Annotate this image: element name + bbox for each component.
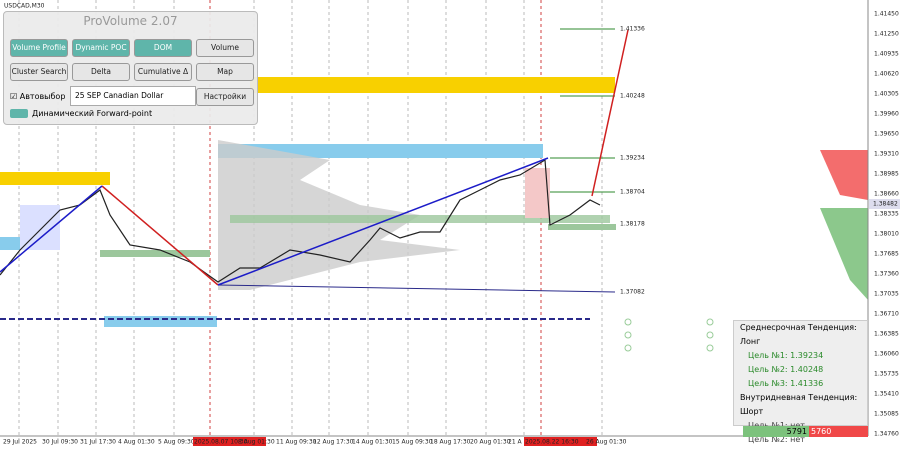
time-highlight xyxy=(524,437,597,446)
time-label: 2025.08.07 10:30 xyxy=(194,439,248,446)
buy-volume: 5791 xyxy=(743,426,809,437)
price-label: 1.36385 xyxy=(874,331,899,338)
price-label: 1.40620 xyxy=(874,71,899,78)
right-profile xyxy=(820,150,868,200)
symbol: USDCAD,M30 xyxy=(4,3,45,10)
trend-box: Среднесрочная Тенденция: Лонг Цель №1: 1.… xyxy=(733,320,868,444)
price-label: 1.35410 xyxy=(874,391,899,398)
forward-point[interactable]: Динамический Forward-point xyxy=(32,109,153,118)
zone xyxy=(104,316,217,327)
zone xyxy=(218,144,543,158)
current-price: 1.38482 xyxy=(873,201,898,208)
panel-button[interactable]: Map xyxy=(196,63,254,81)
zone xyxy=(548,224,616,230)
time-label: 21 A xyxy=(508,439,523,446)
instrument-select[interactable]: 25 SEP Canadian Dollar xyxy=(70,86,196,106)
zone xyxy=(250,77,615,93)
price-label: 1.40305 xyxy=(874,91,899,98)
panel-button[interactable]: Cumulative Δ xyxy=(134,63,192,81)
time-label: 31 Jul 17:30 xyxy=(80,439,116,446)
price-line xyxy=(0,158,601,283)
auto-select-label: Автовыбор xyxy=(19,92,66,101)
time-label: 26 Aug 01:30 xyxy=(586,439,627,446)
trend-line xyxy=(101,185,219,286)
price-label: 1.38010 xyxy=(874,231,899,238)
price-label: 1.39650 xyxy=(874,131,899,138)
price-label: 1.39960 xyxy=(874,111,899,118)
zone xyxy=(0,237,20,250)
time-label: 11 Aug 09:30 xyxy=(276,439,317,446)
trend-line-text: Среднесрочная Тенденция: Лонг xyxy=(740,323,857,346)
panel-button[interactable]: Volume Profile xyxy=(10,39,68,57)
volume-bar: 5791 5760 xyxy=(743,426,868,437)
level-label: 1.38178 xyxy=(620,221,645,228)
time-label: 2025.08.22 16:30 xyxy=(525,439,579,446)
price-label: 1.41450 xyxy=(874,11,899,18)
price-label: 1.35085 xyxy=(874,411,899,418)
panel-button[interactable]: Dynamic POC xyxy=(72,39,130,57)
level-line xyxy=(217,284,616,293)
forecast-line xyxy=(591,29,629,197)
time-highlight xyxy=(193,437,266,446)
toggle[interactable] xyxy=(10,109,28,118)
price-label: 1.40935 xyxy=(874,51,899,58)
trend-line xyxy=(217,157,549,286)
trend-line-text: Цель №2: 1.40248 xyxy=(748,365,824,374)
time-label: 12 Aug 17:30 xyxy=(313,439,354,446)
price-label: 1.37360 xyxy=(874,271,899,278)
level-label: 1.40248 xyxy=(620,93,645,100)
zone xyxy=(230,215,610,223)
time-label: 4 Aug 01:30 xyxy=(118,439,155,446)
time-label: 29 Jul 2025 xyxy=(3,439,37,446)
panel-button[interactable]: Delta xyxy=(72,63,130,81)
time-label: 5 Aug 09:30 xyxy=(158,439,195,446)
trend-line-text: Внутридневная Тенденция: Шорт xyxy=(740,393,858,416)
price-label: 1.38335 xyxy=(874,211,899,218)
price-label: 1.34760 xyxy=(874,431,899,438)
price-label: 1.37685 xyxy=(874,251,899,258)
price-label: 1.37035 xyxy=(874,291,899,298)
settings-button[interactable]: Настройки xyxy=(196,88,254,106)
trend-line xyxy=(0,185,103,273)
price-label: 1.38985 xyxy=(874,171,899,178)
trend-line-text: Цель №3: 1.41336 xyxy=(748,379,824,388)
price-axis-bg xyxy=(868,0,900,451)
zone xyxy=(0,172,110,185)
level-label: 1.38704 xyxy=(620,189,645,196)
time-label: 18 Aug 17:30 xyxy=(430,439,471,446)
current-price-bg xyxy=(869,199,900,209)
sell-volume: 5760 xyxy=(809,426,868,437)
time-label: 30 Jul 09:30 xyxy=(42,439,78,446)
panel-button[interactable]: Volume xyxy=(196,39,254,57)
right-profile xyxy=(820,208,868,300)
trend-line-text: Цель №2: нет xyxy=(748,435,805,444)
price-label: 1.35735 xyxy=(874,371,899,378)
provolume-panel: ProVolume 2.07 Volume Profile Dynamic POC… xyxy=(3,11,258,125)
level-label: 1.37082 xyxy=(620,289,645,296)
panel-title: ProVolume 2.07 xyxy=(83,14,178,28)
time-label: 20 Aug 01:30 xyxy=(470,439,511,446)
markers xyxy=(624,318,714,352)
panel-button[interactable]: Cluster Search xyxy=(10,63,68,81)
price-label: 1.36060 xyxy=(874,351,899,358)
time-label: 14 Aug 01:30 xyxy=(352,439,393,446)
trend-line-text: Цель №1: нет xyxy=(734,419,867,433)
price-label: 1.41250 xyxy=(874,31,899,38)
zone xyxy=(100,250,210,257)
panel-button[interactable]: DOM xyxy=(134,39,192,57)
price-label: 1.36710 xyxy=(874,311,899,318)
time-label: 15 Aug 09:30 xyxy=(392,439,433,446)
auto-select[interactable]: ☑ Автовыбор xyxy=(10,92,66,101)
level-label: 1.41336 xyxy=(620,26,645,33)
trend-line-text: Цель №1: 1.39234 xyxy=(748,351,824,360)
level-label: 1.39234 xyxy=(620,155,645,162)
price-label: 1.38660 xyxy=(874,191,899,198)
time-label: 8 Aug 01:30 xyxy=(238,439,275,446)
price-label: 1.39310 xyxy=(874,151,899,158)
